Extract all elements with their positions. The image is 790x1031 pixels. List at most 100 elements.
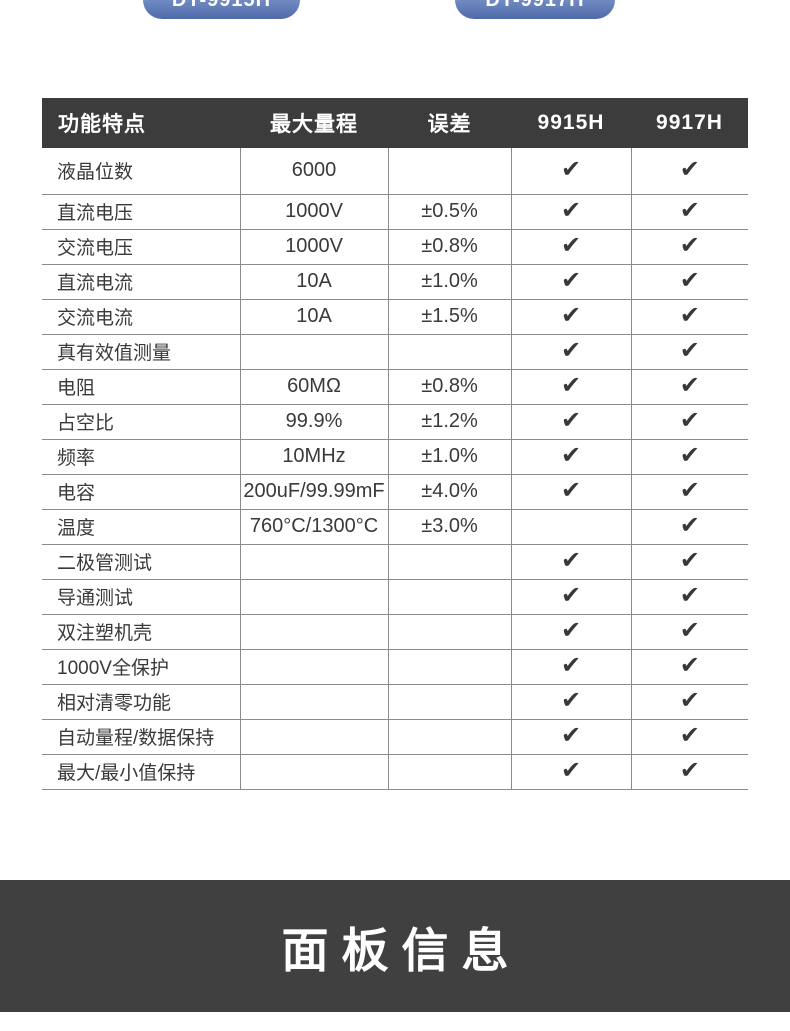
check-cell-9917h: ✔ [630, 684, 748, 720]
max-range-value: 1000V [239, 194, 388, 230]
check-icon: ✔ [679, 722, 700, 749]
check-icon: ✔ [560, 232, 582, 259]
check-cell-9917h: ✔ [630, 404, 748, 440]
feature-label: 直流电流 [42, 264, 240, 300]
max-range-value [239, 649, 388, 685]
check-cell-9917h: ✔ [630, 439, 748, 475]
table-row: 直流电压 1000V ±0.5% ✔ ✔ [42, 194, 748, 230]
check-cell-9915h: ✔ [510, 439, 631, 475]
max-range-value [239, 754, 388, 790]
max-range-value: 1000V [239, 229, 388, 265]
error-value: ±0.8% [387, 229, 511, 265]
check-cell-9915h: ✔ [510, 649, 631, 685]
error-value [387, 334, 511, 370]
check-icon: ✔ [560, 156, 582, 184]
check-cell-9915h: ✔ [510, 474, 631, 510]
header-error: 误差 [388, 98, 511, 148]
error-value: ±1.2% [387, 404, 511, 440]
check-cell-9915h: ✔ [510, 579, 631, 615]
check-cell-9915h: ✔ [510, 229, 631, 265]
check-cell-9917h: ✔ [630, 614, 748, 650]
check-icon: ✔ [560, 547, 582, 574]
check-icon: ✔ [560, 302, 582, 329]
feature-label: 真有效值测量 [42, 334, 240, 370]
max-range-value [239, 544, 388, 580]
check-cell-9915h: ✔ [510, 719, 631, 755]
table-row: 最大/最小值保持 ✔ ✔ [42, 754, 748, 790]
feature-label: 1000V全保护 [42, 649, 240, 685]
check-icon: ✔ [679, 407, 700, 434]
max-range-value [239, 684, 388, 720]
check-cell-9915h: ✔ [510, 369, 631, 405]
max-range-value: 10MHz [239, 439, 388, 475]
check-icon: ✔ [560, 722, 582, 749]
spec-table-body: 液晶位数 6000 ✔ ✔ 直流电压 1000V ±0.5% ✔ ✔ 交流电压 … [42, 148, 748, 790]
feature-label: 最大/最小值保持 [42, 754, 240, 790]
check-cell-9915h: ✔ [510, 194, 631, 230]
check-icon: ✔ [679, 757, 700, 784]
check-icon: ✔ [560, 582, 582, 609]
header-9917h: 9917H [631, 98, 748, 148]
check-icon: ✔ [679, 547, 700, 574]
check-icon: ✔ [560, 197, 582, 224]
table-row: 1000V全保护 ✔ ✔ [42, 649, 748, 685]
max-range-value: 200uF/99.99mF [239, 474, 388, 510]
error-value [387, 579, 511, 615]
max-range-value [239, 579, 388, 615]
check-icon: ✔ [560, 477, 582, 504]
max-range-value: 760°C/1300°C [239, 509, 388, 545]
check-cell-9915h: ✔ [510, 264, 631, 300]
max-range-value: 10A [239, 264, 388, 300]
check-icon: ✔ [679, 337, 700, 364]
table-row: 电容 200uF/99.99mF ±4.0% ✔ ✔ [42, 474, 748, 510]
check-cell-9915h: ✔ [510, 299, 631, 335]
table-row: 双注塑机壳 ✔ ✔ [42, 614, 748, 650]
feature-label: 占空比 [42, 404, 240, 440]
table-row: 液晶位数 6000 ✔ ✔ [42, 148, 748, 195]
error-value: ±0.5% [387, 194, 511, 230]
check-cell-9917h: ✔ [630, 229, 748, 265]
error-value [387, 719, 511, 755]
max-range-value [239, 719, 388, 755]
check-icon: ✔ [679, 652, 700, 679]
feature-label: 交流电流 [42, 299, 240, 335]
feature-label: 二极管测试 [42, 544, 240, 580]
error-value: ±0.8% [387, 369, 511, 405]
check-cell-9917h: ✔ [630, 509, 748, 545]
table-row: 相对清零功能 ✔ ✔ [42, 684, 748, 720]
table-row: 电阻 60MΩ ±0.8% ✔ ✔ [42, 369, 748, 405]
section-banner: 面板信息 [0, 880, 790, 1012]
check-cell-9917h: ✔ [630, 369, 748, 405]
max-range-value: 6000 [239, 148, 388, 195]
check-cell-9915h: ✔ [510, 754, 631, 790]
table-row: 真有效值测量 ✔ ✔ [42, 334, 748, 370]
banner-title: 面板信息 [281, 923, 522, 977]
error-value: ±3.0% [387, 509, 511, 545]
table-row: 交流电压 1000V ±0.8% ✔ ✔ [42, 229, 748, 265]
feature-label: 液晶位数 [42, 148, 240, 195]
feature-label: 温度 [42, 509, 240, 545]
feature-label: 导通测试 [42, 579, 240, 615]
check-icon: ✔ [560, 442, 582, 469]
max-range-value [239, 334, 388, 370]
error-value: ±4.0% [387, 474, 511, 510]
error-value: ±1.0% [387, 264, 511, 300]
spec-table-header: 功能特点 最大量程 误差 9915H 9917H [42, 98, 748, 148]
header-9915h: 9915H [511, 98, 631, 148]
max-range-value: 10A [239, 299, 388, 335]
check-cell-9915h: ✔ [510, 544, 631, 580]
check-cell-9915h [510, 509, 631, 545]
check-icon: ✔ [679, 617, 700, 644]
feature-label: 自动量程/数据保持 [42, 719, 240, 755]
error-value: ±1.0% [387, 439, 511, 475]
feature-label: 电阻 [42, 369, 240, 405]
check-cell-9917h: ✔ [630, 719, 748, 755]
table-row: 导通测试 ✔ ✔ [42, 579, 748, 615]
error-value [387, 544, 511, 580]
table-row: 自动量程/数据保持 ✔ ✔ [42, 719, 748, 755]
feature-label: 电容 [42, 474, 240, 510]
model-badge-dt9915h: DT-9915H [143, 0, 300, 19]
header-row: 功能特点 最大量程 误差 9915H 9917H [42, 98, 748, 148]
check-cell-9915h: ✔ [510, 614, 631, 650]
